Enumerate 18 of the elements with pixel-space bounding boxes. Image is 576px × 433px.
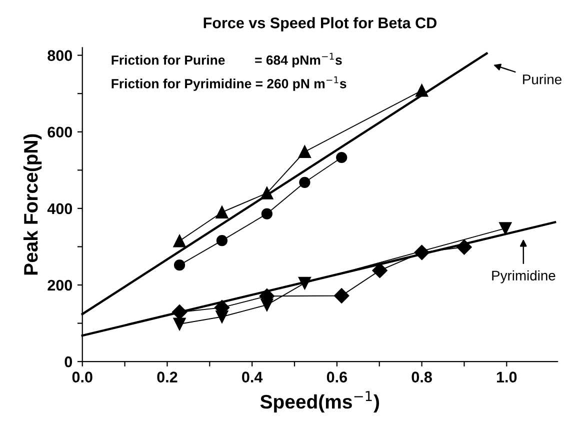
annotation: Purine [523,74,562,84]
y-tick-label: 200 [48,280,72,291]
x-tick-label: 0.6 [326,372,348,382]
x-tick-label: 0.8 [412,372,432,382]
y-tick-label: 0 [64,356,72,368]
x-tick-label: 0.0 [72,372,92,382]
annotation: Pyrimidine [492,270,556,284]
annotation: Friction for Pyrimidine = 260 pN m$^{−1}$s [112,76,346,91]
y-tick-label: 400 [47,203,72,214]
annotation: Friction for Purine = 684 pNm$^{−1}$s [112,52,342,68]
x-tick-label: 0.2 [157,372,178,382]
chart-title: Force vs Speed Plot for Beta CD [204,17,436,32]
y-axis-title: Peak Force(pN) [23,134,42,275]
x-tick-label: 1.0 [497,372,517,382]
y-tick-label: 600 [48,126,72,138]
x-tick-label: 0.4 [242,372,263,382]
x-axis-title: Speed(ms$^{−1}$) [260,391,380,412]
y-tick-label: 800 [48,50,72,61]
